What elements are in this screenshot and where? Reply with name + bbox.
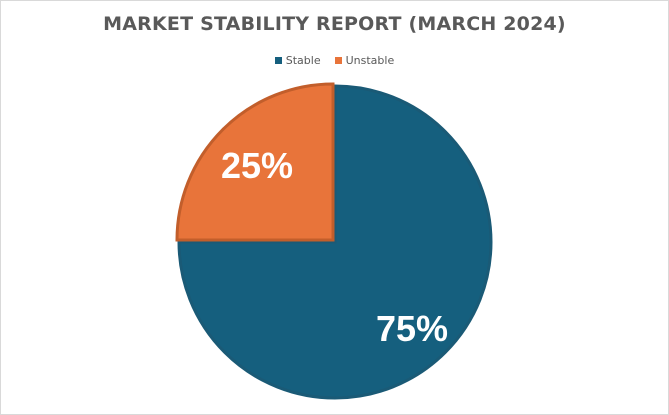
data-label-unstable: 25% xyxy=(221,145,293,186)
legend-item-unstable: Unstable xyxy=(334,54,395,67)
legend-item-stable: Stable xyxy=(274,54,321,67)
data-label-stable: 75% xyxy=(376,308,448,349)
pie-slice-stable xyxy=(177,84,493,400)
legend-swatch-stable xyxy=(274,57,282,64)
chart-title: MARKET STABILITY REPORT (MARCH 2024) xyxy=(103,13,566,35)
legend: Stable Unstable xyxy=(0,54,669,67)
legend-label-stable: Stable xyxy=(285,54,321,67)
pie-slice-unstable xyxy=(175,82,335,242)
legend-label-unstable: Unstable xyxy=(345,54,395,67)
legend-swatch-unstable xyxy=(334,57,342,64)
